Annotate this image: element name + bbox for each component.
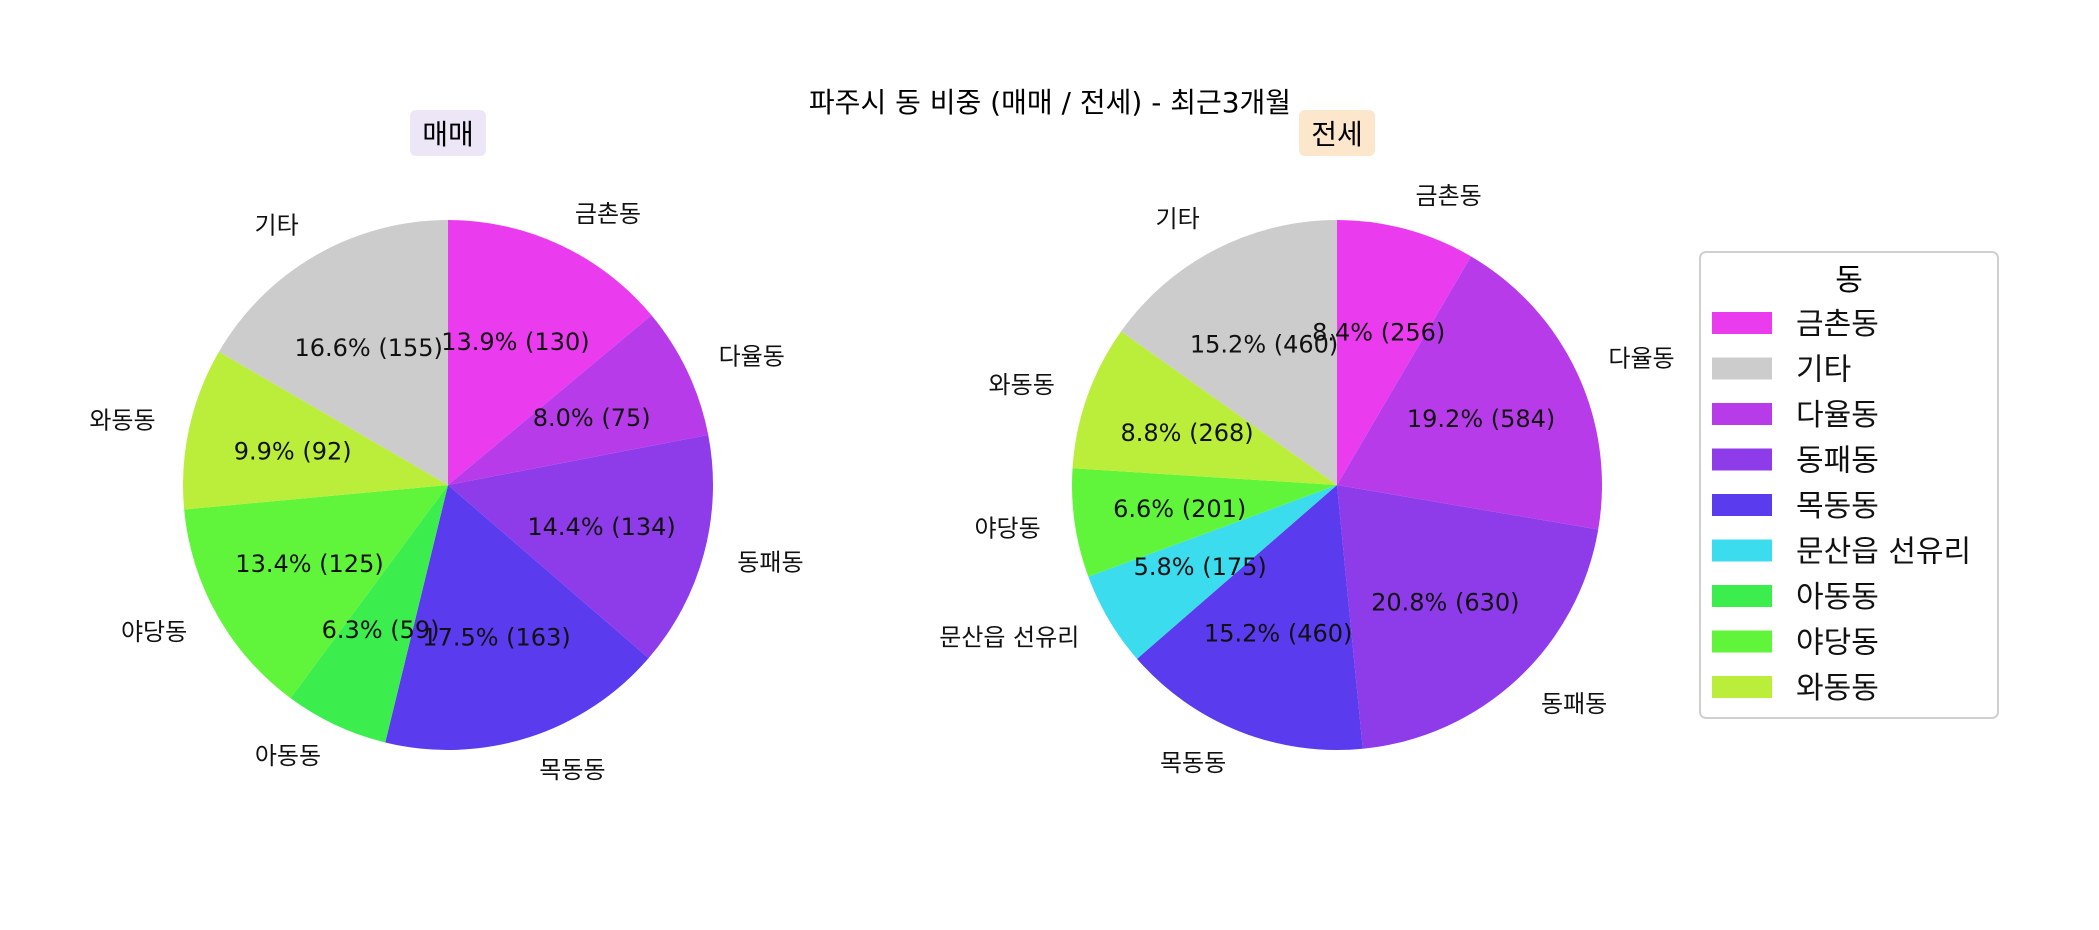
pie-chart-sale: 매매 13.9% (130) 금촌동 8.0% (75) 다율동 14.4% (134) 동…	[89, 110, 804, 784]
slice-name-label: 동패동	[1541, 690, 1607, 718]
pie-slice	[1337, 220, 1471, 485]
legend-swatch	[1712, 403, 1772, 425]
legend-swatch	[1712, 312, 1772, 334]
subplot-title: 전세	[1311, 118, 1363, 151]
pie-slice	[448, 434, 714, 659]
legend-entry-label: 아동동	[1796, 580, 1879, 615]
legend-swatch	[1712, 676, 1772, 698]
slice-name-label: 야당동	[974, 514, 1040, 542]
slice-name-label: 야당동	[121, 618, 187, 646]
pie-chart-jeonse: 전세 8.4% (256) 금촌동 19.2% (584) 다율동 20.8% (630)…	[939, 110, 1675, 777]
pie-slice	[183, 351, 448, 510]
legend-swatch	[1712, 539, 1772, 562]
legend-entry-label: 문산읍 선유리	[1796, 535, 1971, 570]
legend-swatch	[1712, 585, 1772, 607]
legend-entry-label: 금촌동	[1796, 307, 1879, 342]
slice-name-label: 목동동	[1160, 749, 1226, 777]
slice-percent-label: 6.3% (59)	[322, 616, 440, 644]
slice-name-label: 기타	[255, 211, 299, 239]
slice-percent-label: 15.2% (460)	[1190, 331, 1338, 359]
legend-entry-label: 와동동	[1796, 671, 1879, 706]
pie-slice	[1337, 485, 1599, 749]
pie-slice	[448, 220, 652, 485]
slice-percent-label: 15.2% (460)	[1204, 620, 1352, 648]
pie-slice	[385, 485, 649, 750]
slice-name-label: 금촌동	[575, 200, 641, 228]
legend-entry-label: 동패동	[1796, 444, 1879, 479]
legend-frame	[1699, 251, 1999, 719]
pie-slice	[1072, 468, 1337, 577]
legend-swatch	[1712, 448, 1772, 471]
slice-name-label: 목동동	[539, 756, 605, 784]
slice-name-label: 금촌동	[1416, 182, 1482, 210]
legend-swatch	[1712, 494, 1772, 516]
slice-percent-label: 9.9% (92)	[234, 438, 352, 466]
pie-slice	[1072, 331, 1337, 485]
legend-title: 동	[1835, 263, 1863, 298]
pie-slice	[218, 220, 448, 485]
legend-entry-label: 기타	[1796, 353, 1851, 388]
pie-slice	[184, 485, 448, 699]
slice-name-label: 와동동	[989, 371, 1055, 399]
slice-name-label: 아동동	[255, 742, 321, 770]
slice-name-label: 와동동	[89, 407, 155, 435]
slice-percent-label: 8.0% (75)	[533, 404, 651, 432]
slice-percent-label: 19.2% (584)	[1407, 405, 1555, 433]
pie-slice	[1088, 485, 1337, 659]
legend-swatch	[1712, 357, 1772, 380]
slice-name-label: 다율동	[1608, 345, 1674, 373]
pie-slice	[1136, 485, 1363, 751]
slice-name-label: 기타	[1156, 205, 1200, 233]
slice-name-label: 다율동	[719, 343, 785, 371]
pie-slice	[1121, 220, 1337, 485]
legend-entry-label: 야당동	[1796, 626, 1879, 661]
pie-slice	[448, 315, 709, 485]
subplot-title-background	[410, 110, 486, 156]
pie-slice	[1337, 256, 1602, 530]
slice-percent-label: 13.9% (130)	[441, 328, 589, 356]
legend-entry-label: 다율동	[1796, 398, 1879, 433]
legend-swatch	[1712, 630, 1772, 653]
subplot-title-background	[1299, 110, 1375, 156]
slice-percent-label: 5.8% (175)	[1134, 553, 1267, 581]
subplot-title: 매매	[422, 118, 474, 151]
slice-name-label: 동패동	[737, 548, 803, 576]
slice-percent-label: 14.4% (134)	[527, 513, 675, 541]
slice-name-label: 문산읍 선유리	[939, 624, 1079, 652]
slice-percent-label: 17.5% (163)	[422, 623, 570, 651]
slice-percent-label: 13.4% (125)	[235, 550, 383, 578]
pie-slice	[290, 485, 448, 743]
slice-percent-label: 16.6% (155)	[294, 334, 442, 362]
slice-percent-label: 20.8% (630)	[1371, 588, 1519, 616]
slice-percent-label: 6.6% (201)	[1113, 495, 1246, 523]
slice-percent-label: 8.8% (268)	[1121, 419, 1254, 447]
legend-entry-label: 목동동	[1796, 489, 1879, 524]
figure-title: 파주시 동 비중 (매매 / 전세) - 최근3개월	[809, 86, 1291, 119]
slice-percent-label: 8.4% (256)	[1312, 319, 1445, 347]
